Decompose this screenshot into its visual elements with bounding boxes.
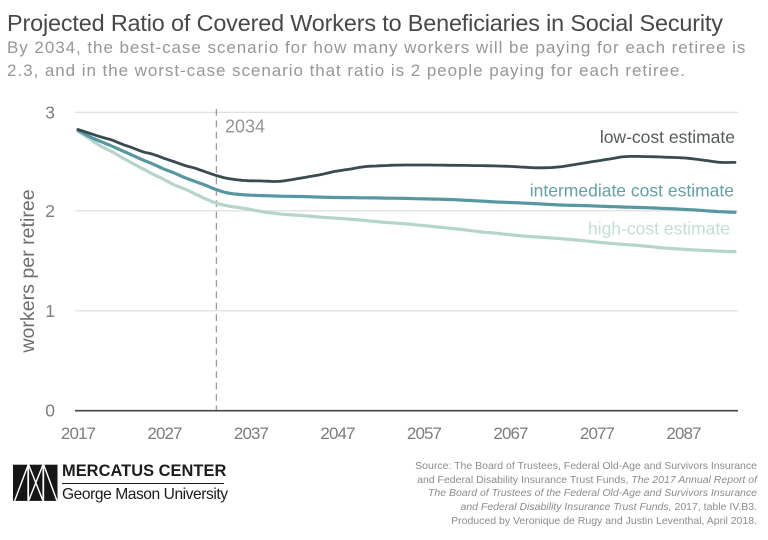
- svg-text:high-cost estimate: high-cost estimate: [588, 219, 730, 239]
- svg-text:2017: 2017: [61, 424, 96, 443]
- svg-text:workers per retiree: workers per retiree: [17, 189, 39, 353]
- svg-text:2037: 2037: [234, 424, 269, 443]
- svg-text:2067: 2067: [493, 424, 528, 443]
- svg-text:2034: 2034: [225, 117, 265, 137]
- svg-text:low-cost estimate: low-cost estimate: [600, 127, 735, 147]
- svg-text:2057: 2057: [407, 424, 442, 443]
- svg-text:3: 3: [45, 102, 55, 122]
- svg-text:2027: 2027: [147, 424, 182, 443]
- svg-text:0: 0: [45, 401, 55, 421]
- svg-text:2087: 2087: [666, 424, 701, 443]
- svg-text:2: 2: [45, 201, 55, 221]
- svg-text:intermediate cost estimate: intermediate cost estimate: [530, 181, 734, 201]
- svg-text:2077: 2077: [580, 424, 615, 443]
- svg-text:1: 1: [45, 301, 55, 321]
- svg-text:2047: 2047: [320, 424, 355, 443]
